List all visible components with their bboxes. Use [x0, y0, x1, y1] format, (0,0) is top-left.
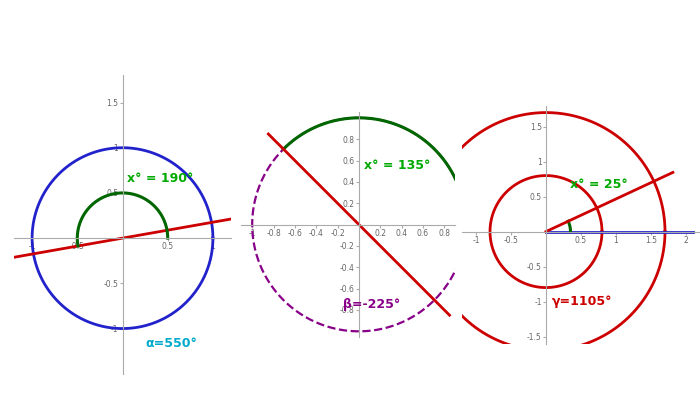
Text: β=-225°: β=-225°: [343, 298, 400, 311]
Text: x° = 190°: x° = 190°: [127, 172, 193, 185]
Text: α=550°: α=550°: [145, 336, 197, 349]
Text: x° = 25°: x° = 25°: [570, 178, 629, 191]
Text: Example 1: Coterminal Angles: Example 1: Coterminal Angles: [104, 19, 596, 47]
Text: x° = 135°: x° = 135°: [364, 159, 430, 172]
Text: γ=1105°: γ=1105°: [552, 295, 612, 308]
